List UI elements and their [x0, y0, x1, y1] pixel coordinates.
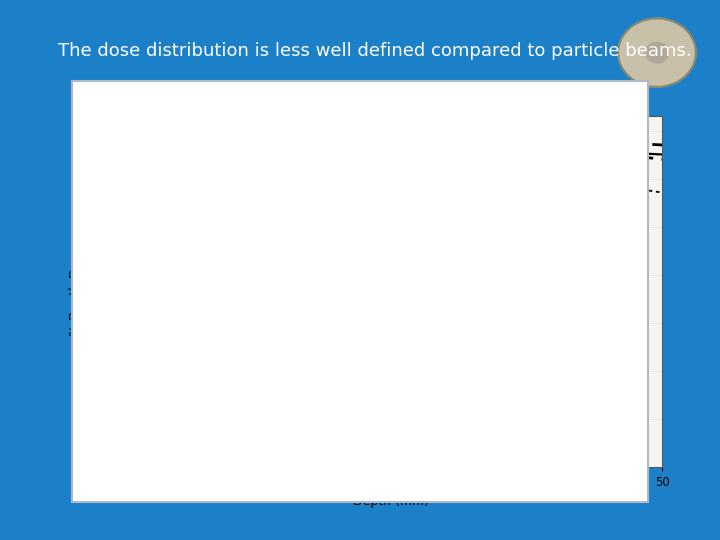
- Text: The dose distribution is less well defined compared to particle beams.: The dose distribution is less well defin…: [58, 42, 691, 60]
- 15 MV photons, 20 cm square: [354, 136, 363, 142]
- 15 MV photons, 20 cm square: [170, 255, 179, 261]
- Line: 6 MV photons, 10 cm square: 6 MV photons, 10 cm square: [119, 131, 662, 323]
- 6 MV photons, 10 cm square: [335, 137, 343, 144]
- 6 MV photons, 10 cm square: [354, 140, 363, 147]
- Legend: 6 MV photons, 10 cm square, 6 MV photons, 20 cm square, 15 MV photons, 10 cm squ: 6 MV photons, 10 cm square, 6 MV photons…: [438, 301, 647, 363]
- 15 MV photons, 20 cm square: [658, 141, 667, 148]
- 15 MV photons, 20 cm square: [549, 136, 557, 143]
- 15 MV photons, 10 cm square: [658, 156, 667, 163]
- 15 MV photons, 20 cm square: [114, 416, 123, 422]
- 6 MV photons, 10 cm square: [114, 320, 123, 326]
- 6 MV photons, 20 cm square: [170, 152, 179, 159]
- Polygon shape: [618, 18, 696, 87]
- 6 MV photons, 20 cm square: [114, 320, 123, 326]
- Y-axis label: % Depth Dose: % Depth Dose: [69, 247, 82, 336]
- 15 MV photons, 10 cm square: [114, 416, 123, 422]
- 6 MV photons, 20 cm square: [488, 142, 497, 149]
- 6 MV photons, 10 cm square: [170, 177, 179, 183]
- 15 MV photons, 20 cm square: [488, 133, 497, 139]
- 6 MV photons, 20 cm square: [335, 133, 343, 140]
- 15 MV photons, 20 cm square: [539, 136, 547, 142]
- 6 MV photons, 10 cm square: [658, 190, 667, 196]
- 15 MV photons, 10 cm square: [354, 140, 363, 146]
- 6 MV photons, 20 cm square: [223, 127, 232, 134]
- 15 MV photons, 10 cm square: [170, 266, 179, 273]
- Line: 15 MV photons, 10 cm square: 15 MV photons, 10 cm square: [119, 131, 662, 419]
- 6 MV photons, 20 cm square: [354, 134, 363, 141]
- 15 MV photons, 20 cm square: [387, 127, 395, 134]
- 6 MV photons, 20 cm square: [539, 145, 547, 151]
- Line: 6 MV photons, 20 cm square: 6 MV photons, 20 cm square: [119, 131, 662, 323]
- X-axis label: Depth (mm): Depth (mm): [353, 495, 428, 508]
- 6 MV photons, 20 cm square: [658, 151, 667, 158]
- 15 MV photons, 10 cm square: [334, 143, 343, 150]
- Line: 15 MV photons, 20 cm square: 15 MV photons, 20 cm square: [119, 131, 662, 419]
- 6 MV photons, 10 cm square: [549, 172, 557, 179]
- 6 MV photons, 10 cm square: [278, 127, 287, 134]
- 15 MV photons, 10 cm square: [419, 127, 428, 134]
- 6 MV photons, 20 cm square: [549, 145, 557, 152]
- 15 MV photons, 10 cm square: [549, 143, 557, 150]
- 6 MV photons, 10 cm square: [488, 163, 497, 169]
- 15 MV photons, 10 cm square: [539, 142, 547, 149]
- Polygon shape: [645, 42, 669, 63]
- 6 MV photons, 10 cm square: [539, 171, 547, 177]
- 15 MV photons, 10 cm square: [488, 136, 497, 143]
- 15 MV photons, 20 cm square: [334, 139, 343, 145]
